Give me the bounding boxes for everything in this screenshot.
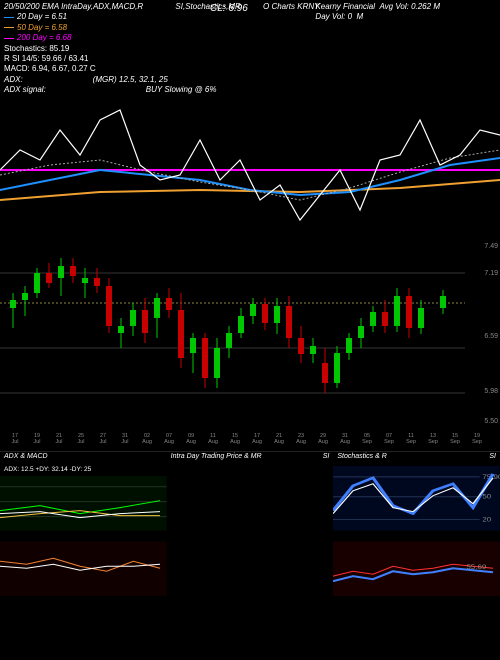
macd-label: MACD: 6.94, 6.67, 0.27 C (4, 64, 496, 74)
stoch-rsi-panel: Stochastics & R SI 75.90502055.69 (333, 451, 500, 606)
ema50-label: 50 Day = 6.58 (17, 23, 67, 33)
date-axis: 17Jul19Jul21Jul25Jul27Jul31Jul02Aug07Aug… (0, 433, 500, 451)
volume-info: Kearny Financial Avg Vol: 0.262 M Day Vo… (315, 2, 440, 23)
adx-pre: ADX: (4, 75, 23, 84)
svg-text:55.69: 55.69 (467, 565, 487, 571)
svg-text:20: 20 (483, 517, 492, 523)
candlestick-chart: 7.497.196.595.985.50 (0, 238, 500, 433)
ema200-label: 200 Day = 6.68 (17, 33, 71, 43)
svg-text:50: 50 (483, 494, 492, 500)
rsi-label: R SI 14/5: 59.66 / 63.41 (4, 54, 496, 64)
adx-signal: ADX signal: (4, 85, 46, 94)
ema20-label: 20 Day = 6.51 (17, 12, 67, 22)
adx-macd-panel: ADX & MACD ADX: 12.5 +DY: 32.14 -DY: 25 (0, 451, 167, 606)
ema-chart (0, 100, 500, 230)
adx-mid: (MGR) 12.5, 32.1, 25 (93, 75, 168, 84)
header-indicators-a: 20/50/200 EMA IntraDay,ADX,MACD,R (4, 2, 143, 11)
close-price: CL: 6.96 (210, 2, 248, 15)
stochastics-label: Stochastics: 85.19 (4, 44, 496, 54)
intraday-panel: Intra Day Trading Price & MR SI (167, 451, 334, 606)
adx-values: ADX: 12.5 +DY: 32.14 -DY: 25 (4, 466, 91, 473)
adx-buy: BUY Slowing @ 6% (146, 85, 217, 94)
header-ticker: O Charts KRNY (263, 2, 319, 11)
